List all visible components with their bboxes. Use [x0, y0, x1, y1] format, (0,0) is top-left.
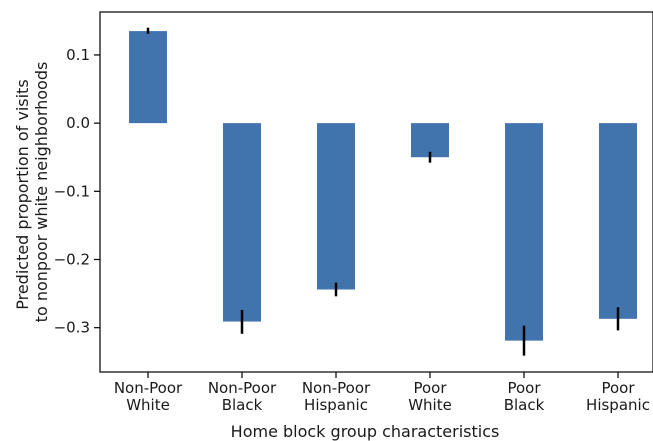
error-bars: [146, 27, 620, 356]
x-tick-label: Non-Poor Hispanic: [302, 379, 371, 414]
x-tick-label-line: White: [408, 396, 452, 414]
bars: [129, 31, 637, 341]
x-tick-label-line: Poor: [413, 379, 447, 397]
x-axis-label: Home block group characteristics: [231, 422, 500, 441]
y-axis: 0.1 0.0 −0.1 −0.2 −0.3: [54, 46, 100, 337]
x-tick-label-line: Non-Poor: [114, 379, 183, 397]
y-axis-label: Predicted proportion of visits to nonpoo…: [13, 62, 51, 323]
x-tick-label-line: Poor: [601, 379, 635, 397]
bar-2: [317, 123, 355, 290]
bar-3: [411, 123, 449, 158]
x-tick-label: Non-Poor Black: [208, 379, 277, 414]
bar-5: [599, 123, 637, 319]
x-tick-label: Poor Hispanic: [586, 379, 650, 414]
x-tick-label-line: Black: [222, 396, 263, 414]
y-tick-label: −0.3: [54, 319, 90, 337]
x-tick-label-line: Hispanic: [304, 396, 368, 414]
x-tick-label: Poor Black: [504, 379, 545, 414]
bar-0: [129, 31, 167, 124]
x-tick-label-line: Non-Poor: [302, 379, 371, 397]
x-tick-label-line: Non-Poor: [208, 379, 277, 397]
y-axis-label-line-2: to nonpoor white neighborhoods: [32, 62, 51, 323]
x-tick-label-line: Hispanic: [586, 396, 650, 414]
x-tick-label: Non-Poor White: [114, 379, 183, 414]
y-tick-label: −0.1: [54, 182, 90, 200]
x-tick-label-line: Poor: [507, 379, 541, 397]
plot-frame: [99, 11, 653, 373]
y-tick-label: −0.2: [54, 251, 90, 269]
y-tick-label: 0.0: [66, 114, 90, 132]
x-tick-label: Poor White: [408, 379, 452, 414]
x-tick-label-line: White: [126, 396, 170, 414]
y-tick-label: 0.1: [66, 46, 90, 64]
bar-1: [223, 123, 261, 322]
bar-4: [505, 123, 543, 341]
x-tick-label-line: Black: [504, 396, 545, 414]
y-axis-label-line-1: Predicted proportion of visits: [13, 79, 32, 309]
